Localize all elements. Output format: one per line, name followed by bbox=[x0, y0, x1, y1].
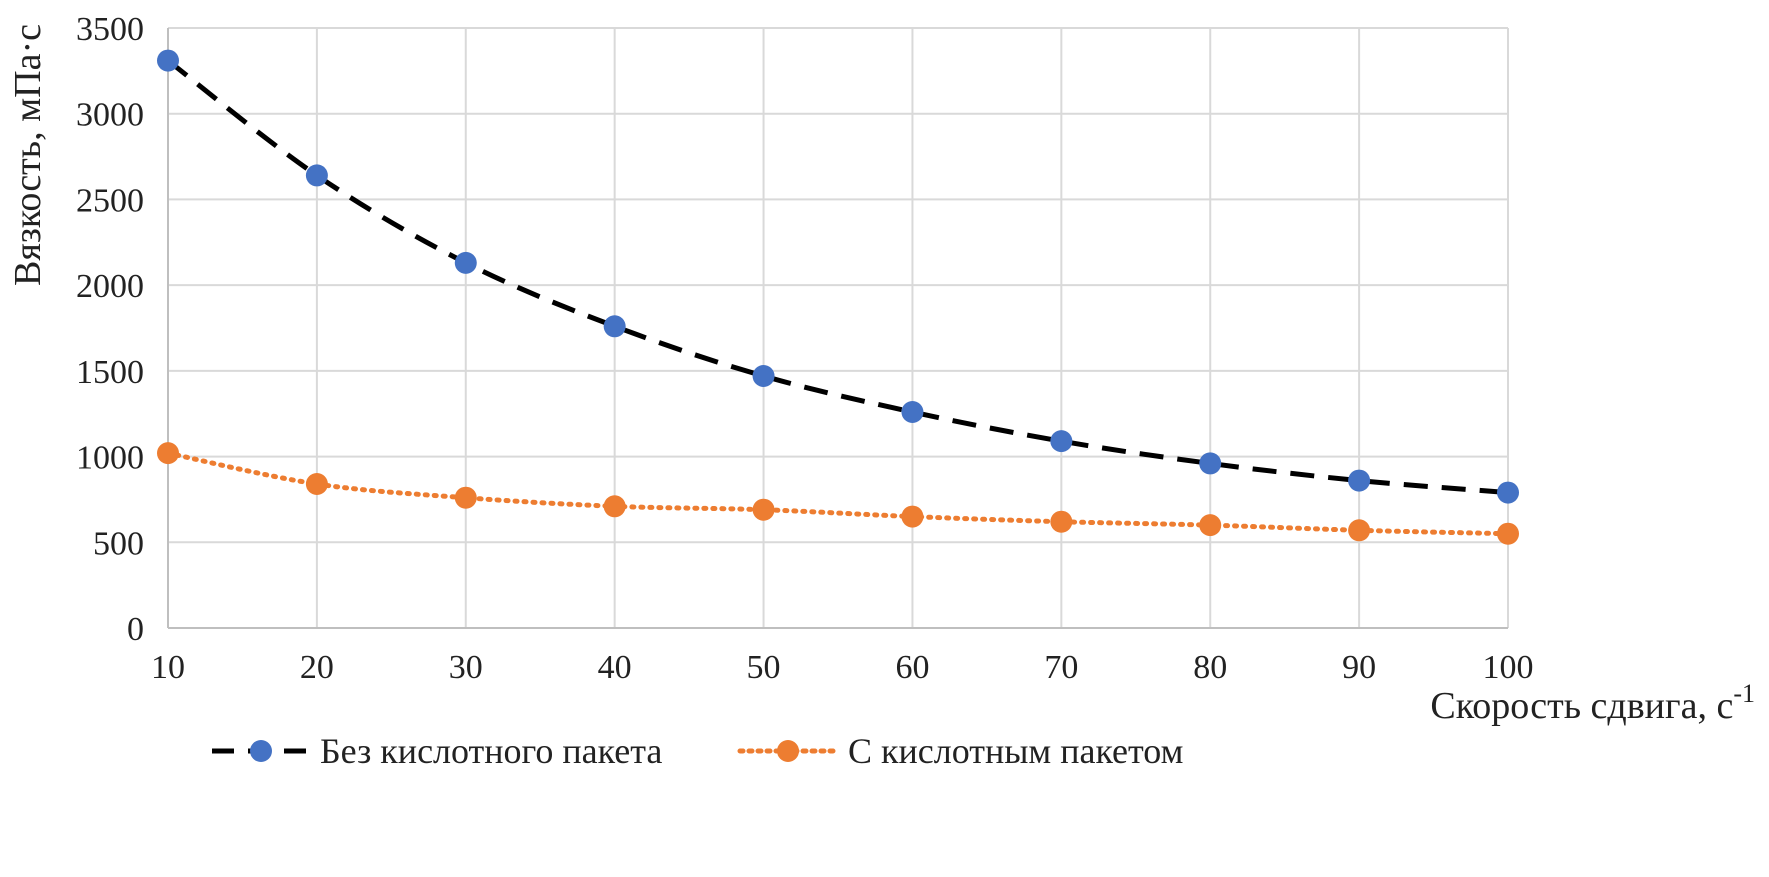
legend-entry-series-1: Без кислотного пакета bbox=[212, 731, 662, 771]
series-2-point bbox=[305, 473, 328, 495]
x-tick-label: 80 bbox=[1193, 649, 1227, 686]
y-axis-title: Вязкость, мПа·с bbox=[7, 24, 49, 286]
grid bbox=[168, 27, 1509, 628]
series-1-point bbox=[1050, 430, 1073, 453]
legend-entry-series-2: С кислотным пакетом bbox=[737, 731, 1183, 771]
x-tick-label: 90 bbox=[1342, 649, 1376, 686]
series bbox=[157, 49, 1519, 545]
x-tick-label: 30 bbox=[449, 649, 483, 686]
x-tick-label: 20 bbox=[300, 649, 334, 686]
legend-marker-series-1 bbox=[250, 740, 272, 762]
y-tick-label: 1000 bbox=[76, 440, 144, 477]
x-axis-title-text: Скорость сдвига, с bbox=[1430, 685, 1733, 727]
y-tick-label: 3500 bbox=[76, 11, 144, 48]
y-tick-label: 3000 bbox=[76, 97, 144, 134]
y-tick-label: 2000 bbox=[76, 268, 144, 305]
series-1 bbox=[157, 49, 1519, 504]
series-2-point bbox=[454, 486, 477, 509]
legend-marker-series-2 bbox=[777, 740, 799, 762]
x-tick-label: 40 bbox=[598, 649, 632, 686]
y-tick-label: 1500 bbox=[76, 354, 144, 391]
y-tick-label: 500 bbox=[93, 525, 144, 562]
legend-label-series-1: Без кислотного пакета bbox=[320, 731, 662, 771]
series-2-point bbox=[603, 495, 626, 518]
series-2 bbox=[157, 442, 1519, 545]
series-2-point bbox=[1348, 519, 1371, 542]
series-1-point bbox=[901, 401, 924, 423]
x-tick-label: 60 bbox=[895, 649, 929, 686]
series-1-point bbox=[1348, 469, 1371, 492]
legend: Без кислотного пакета С кислотным пакето… bbox=[212, 731, 1183, 771]
series-1-point bbox=[305, 164, 328, 187]
y-tick-label: 2500 bbox=[76, 182, 144, 219]
series-2-point bbox=[752, 498, 775, 521]
series-2-point bbox=[1050, 510, 1073, 533]
legend-label-series-2: С кислотным пакетом bbox=[848, 731, 1183, 771]
series-2-line bbox=[165, 450, 1511, 537]
x-tick-label: 50 bbox=[747, 649, 781, 686]
x-tick-label: 70 bbox=[1044, 649, 1078, 686]
series-1-point bbox=[752, 365, 775, 387]
x-tick-label: 100 bbox=[1483, 649, 1534, 686]
series-1-point bbox=[1199, 452, 1222, 475]
x-axis-title-superscript: -1 bbox=[1733, 679, 1755, 708]
series-1-point bbox=[454, 251, 477, 274]
x-axis-title: Скорость сдвига, с-1 bbox=[1430, 679, 1755, 727]
y-tick-label: 0 bbox=[127, 611, 144, 648]
series-1-point bbox=[1497, 481, 1519, 504]
series-1-point bbox=[603, 315, 626, 338]
series-1-line bbox=[166, 58, 1509, 496]
series-2-point bbox=[1497, 522, 1519, 545]
series-2-point bbox=[157, 442, 179, 465]
series-2-point bbox=[901, 505, 924, 528]
tick-labels: 0 500 1000 1500 2000 2500 3000 3500 10 20 30 40 50 60… bbox=[76, 11, 1534, 686]
axes bbox=[167, 28, 1508, 629]
x-tick-label: 10 bbox=[151, 649, 185, 686]
series-1-point bbox=[157, 49, 179, 72]
series-2-point bbox=[1199, 514, 1222, 537]
